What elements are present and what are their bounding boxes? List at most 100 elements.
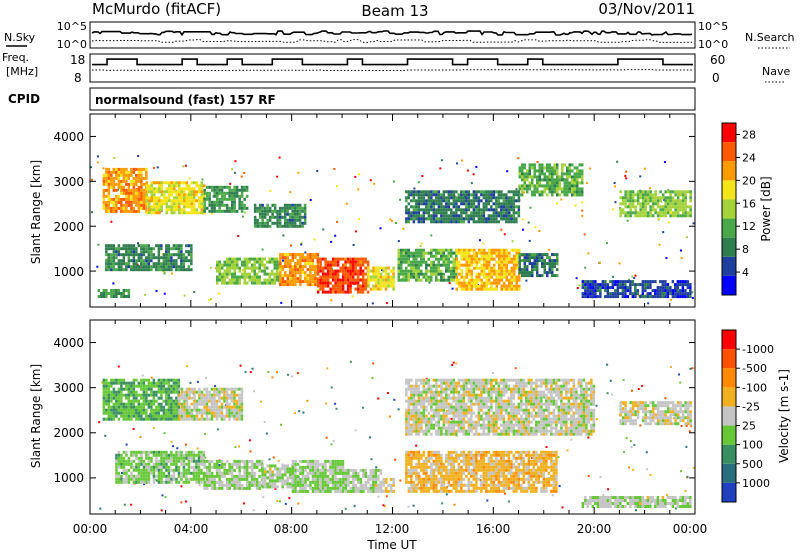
data-cell: [177, 378, 181, 382]
data-cell: [518, 259, 521, 263]
data-cell: [120, 393, 123, 397]
data-cell: [450, 220, 453, 224]
data-cell: [167, 474, 171, 478]
data-cell: [309, 253, 312, 257]
data-cell: [165, 205, 168, 209]
data-cell: [631, 199, 635, 203]
data-cell: [407, 260, 410, 264]
noise-cell: [297, 372, 300, 375]
data-cell: [435, 272, 438, 276]
data-cell: [137, 393, 141, 397]
data-cell: [170, 414, 173, 418]
data-cell: [483, 272, 486, 276]
data-cell: [463, 284, 466, 288]
data-cell: [241, 275, 244, 279]
data-cell: [172, 244, 176, 248]
data-cell: [102, 381, 106, 385]
data-cell: [379, 284, 383, 288]
data-cell: [220, 459, 224, 463]
noise-cell: [691, 367, 694, 370]
data-cell: [576, 169, 579, 173]
data-cell: [225, 480, 229, 484]
data-cell: [208, 194, 211, 198]
data-cell: [112, 292, 116, 295]
data-cell: [356, 263, 360, 267]
data-cell: [442, 214, 446, 218]
data-cell: [531, 274, 534, 278]
noise-cell: [691, 296, 694, 299]
data-cell: [500, 211, 503, 215]
data-cell: [656, 295, 660, 299]
data-cell: [170, 477, 173, 481]
data-cell: [147, 253, 151, 257]
data-cell: [420, 199, 423, 203]
data-cell: [478, 257, 481, 261]
data-cell: [452, 214, 456, 218]
data-cell: [165, 381, 168, 385]
data-cell: [205, 414, 209, 418]
data-cell: [218, 396, 221, 400]
data-cell: [177, 268, 181, 272]
noise-cell: [543, 396, 546, 399]
data-cell: [175, 253, 178, 257]
data-cell: [142, 253, 146, 257]
data-cell: [477, 202, 481, 206]
noise-right-tick-lo: 10^0: [698, 38, 728, 51]
data-cell: [609, 295, 612, 299]
data-cell: [180, 402, 184, 406]
data-cell: [480, 217, 483, 221]
data-cell: [528, 256, 531, 260]
data-cell: [155, 417, 158, 421]
data-cell: [122, 188, 126, 192]
data-cell: [271, 278, 274, 282]
data-cell: [225, 414, 229, 418]
data-cell: [425, 211, 428, 215]
data-cell: [430, 217, 433, 221]
data-cell: [427, 196, 431, 200]
data-cell: [507, 217, 511, 221]
data-cell: [158, 187, 161, 191]
data-cell: [208, 408, 211, 412]
data-cell: [515, 260, 518, 264]
data-cell: [435, 208, 438, 212]
data-cell: [135, 405, 138, 409]
data-cell: [526, 265, 529, 269]
data-cell: [407, 193, 411, 197]
data-cell: [210, 188, 214, 192]
data-cell: [624, 202, 627, 206]
data-cell: [246, 281, 249, 285]
noise-cell: [412, 504, 415, 507]
data-cell: [644, 280, 647, 284]
data-cell: [187, 259, 191, 263]
data-cell: [470, 202, 473, 206]
data-cell: [639, 214, 642, 218]
data-cell: [203, 408, 206, 412]
data-cell: [137, 411, 141, 415]
noise-cell: [622, 403, 625, 406]
data-cell: [112, 265, 116, 269]
data-cell: [478, 278, 481, 282]
data-cell: [130, 179, 133, 183]
data-cell: [112, 179, 116, 183]
data-cell: [200, 181, 203, 185]
data-cell: [203, 405, 206, 409]
data-cell: [140, 393, 143, 397]
data-cell: [515, 278, 518, 282]
noise-cell: [628, 203, 631, 206]
data-cell: [517, 208, 521, 212]
data-cell: [233, 260, 236, 264]
data-cell: [142, 405, 146, 409]
data-cell: [289, 259, 292, 263]
data-cell: [684, 283, 687, 287]
data-cell: [175, 390, 178, 394]
data-cell: [130, 173, 133, 177]
data-cell: [140, 468, 143, 472]
data-cell: [314, 277, 317, 281]
data-cell: [412, 269, 415, 273]
data-cell: [465, 275, 468, 279]
data-cell: [437, 205, 441, 209]
data-cell: [324, 263, 327, 267]
data-cell: [344, 263, 347, 267]
data-cell: [180, 411, 184, 415]
data-cell: [485, 284, 488, 288]
